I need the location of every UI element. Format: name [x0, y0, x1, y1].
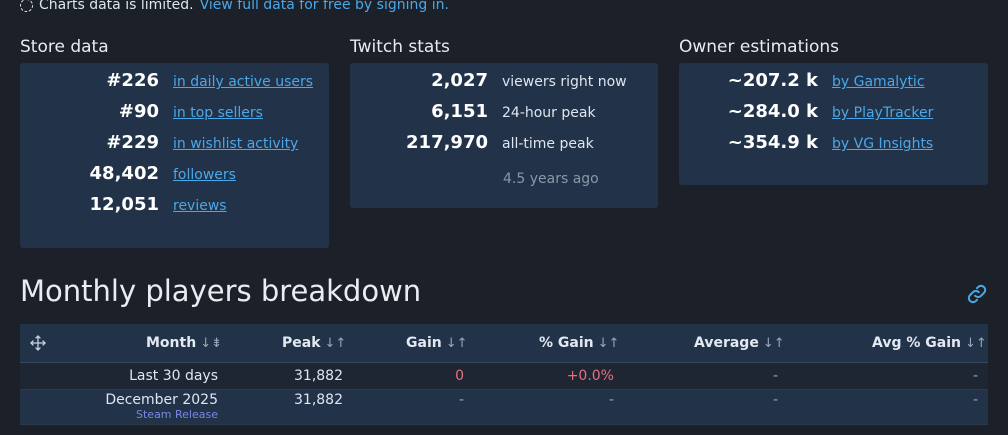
owner-value: ~354.9 k	[727, 132, 818, 153]
owner-row: ~284.0 k by PlayTracker	[679, 96, 988, 127]
store-link-reviews[interactable]: reviews	[173, 198, 227, 214]
cell-pct-gain: +0.0%	[566, 368, 614, 384]
twitch-label: 24-hour peak	[502, 105, 596, 121]
owner-row: ~207.2 k by Gamalytic	[679, 65, 988, 96]
cell-month: December 2025	[105, 392, 218, 408]
store-value: 48,402	[89, 163, 159, 184]
twitch-row: 6,151 24-hour peak	[350, 96, 658, 127]
store-value: #90	[118, 101, 159, 122]
cell-average: -	[772, 392, 778, 408]
column-month-label: Month	[146, 335, 197, 351]
column-pct-gain-label: % Gain	[539, 335, 594, 351]
loading-spinner-icon	[20, 0, 33, 12]
owner-link-playtracker[interactable]: by PlayTracker	[832, 105, 934, 121]
cell-gain: -	[458, 392, 464, 408]
store-data-title: Store data	[20, 37, 109, 57]
cell-peak: 31,882	[294, 392, 343, 408]
column-pct-gain[interactable]: % Gain ↓↑	[539, 324, 619, 362]
column-avg-pct-gain-label: Avg % Gain	[872, 335, 961, 351]
store-row: #90 in top sellers	[20, 96, 329, 127]
sort-icon: ↓↑	[324, 336, 347, 351]
twitch-value: 6,151	[431, 101, 488, 122]
owner-link-vg-insights[interactable]: by VG Insights	[832, 136, 934, 152]
owner-estimations-card: ~207.2 k by Gamalytic ~284.0 k by PlayTr…	[679, 63, 988, 185]
store-row: #226 in daily active users	[20, 65, 329, 96]
store-row: #229 in wishlist activity	[20, 127, 329, 158]
owner-link-gamalytic[interactable]: by Gamalytic	[832, 74, 925, 90]
steam-release-tag: Steam Release	[136, 408, 218, 421]
twitch-row: 217,970 all-time peak	[350, 127, 658, 158]
store-row: 48,402 followers	[20, 158, 329, 189]
store-value: #229	[106, 132, 159, 153]
table-header: Month ↓⇟ Peak ↓↑ Gain ↓↑ % Gain ↓↑ Average ↓↑…	[20, 324, 988, 363]
notice-text: Charts data is limited.	[39, 0, 194, 13]
store-link-top-sellers[interactable]: in top sellers	[173, 105, 263, 121]
store-data-card: #226 in daily active users #90 in top se…	[20, 63, 329, 248]
store-value: #226	[106, 70, 159, 91]
permalink-icon[interactable]	[966, 283, 988, 305]
sort-icon: ↓↑	[964, 336, 987, 351]
monthly-breakdown-title: Monthly players breakdown	[20, 274, 422, 308]
store-link-followers[interactable]: followers	[173, 167, 236, 183]
twitch-label: viewers right now	[502, 74, 627, 90]
column-gain[interactable]: Gain ↓↑	[406, 324, 468, 362]
column-gain-label: Gain	[406, 335, 442, 351]
owner-estimations-title: Owner estimations	[679, 37, 840, 57]
cell-month: Last 30 days	[129, 368, 218, 384]
sign-in-link[interactable]: View full data for free by signing in.	[199, 0, 449, 13]
column-average-label: Average	[694, 335, 759, 351]
owner-value: ~284.0 k	[727, 101, 818, 122]
twitch-row: 2,027 viewers right now	[350, 65, 658, 96]
sort-icon: ↓↑	[597, 336, 620, 351]
twitch-stats-card: 2,027 viewers right now 6,151 24-hour pe…	[350, 63, 658, 208]
data-limited-notice: Charts data is limited. View full data f…	[20, 0, 449, 13]
sort-desc-icon: ↓⇟	[200, 336, 222, 351]
column-peak[interactable]: Peak ↓↑	[282, 324, 346, 362]
column-month[interactable]: Month ↓⇟	[146, 324, 222, 362]
cell-pct-gain: -	[608, 392, 614, 408]
store-row: 12,051 reviews	[20, 189, 329, 220]
sort-icon: ↓↑	[445, 336, 468, 351]
store-link-daily-active-users[interactable]: in daily active users	[173, 74, 314, 90]
table-row: Last 30 days 31,882 0 +0.0% - -	[20, 363, 988, 390]
cell-gain: 0	[455, 368, 464, 384]
store-value: 12,051	[89, 194, 159, 215]
alltime-peak-ago: 4.5 years ago	[503, 171, 599, 187]
owner-value: ~207.2 k	[727, 70, 818, 91]
cell-avg-pct-gain: -	[972, 392, 978, 408]
table-row: December 2025 Steam Release 31,882 - - -…	[20, 390, 988, 425]
column-average[interactable]: Average ↓↑	[694, 324, 785, 362]
twitch-value: 217,970	[406, 132, 488, 153]
cell-peak: 31,882	[294, 368, 343, 384]
twitch-stats-title: Twitch stats	[350, 37, 450, 57]
cell-avg-pct-gain: -	[972, 368, 978, 384]
column-avg-pct-gain[interactable]: Avg % Gain ↓↑	[872, 324, 987, 362]
column-peak-label: Peak	[282, 335, 321, 351]
store-link-wishlist-activity[interactable]: in wishlist activity	[173, 136, 299, 152]
owner-row: ~354.9 k by VG Insights	[679, 127, 988, 158]
sort-icon: ↓↑	[762, 336, 785, 351]
monthly-players-table: Month ↓⇟ Peak ↓↑ Gain ↓↑ % Gain ↓↑ Average ↓↑…	[20, 324, 988, 425]
twitch-value: 2,027	[431, 70, 488, 91]
cell-average: -	[772, 368, 778, 384]
expand-arrows-icon[interactable]	[30, 335, 46, 351]
twitch-label: all-time peak	[502, 136, 594, 152]
